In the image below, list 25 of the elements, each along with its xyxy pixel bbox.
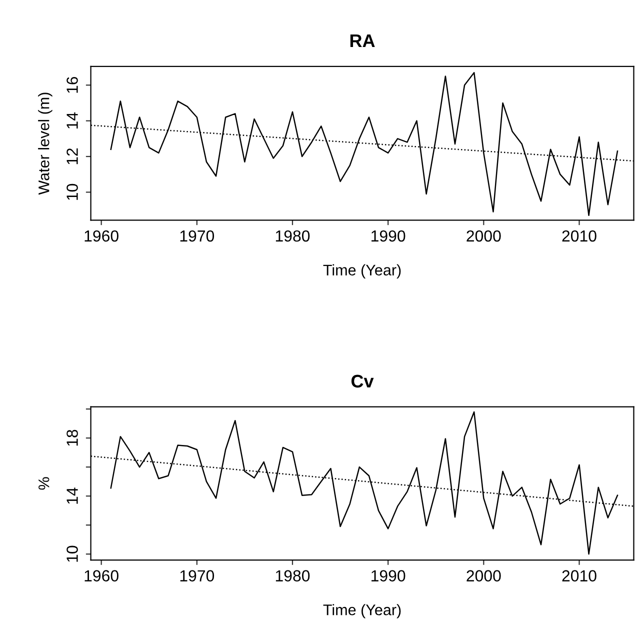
x-tick-label: 1990 (372, 570, 406, 582)
chart-title: RA (350, 34, 375, 47)
x-tick-label: 1980 (276, 570, 310, 582)
x-tick-label: 2010 (562, 570, 596, 582)
y-tick-label: 18 (66, 430, 78, 446)
y-axis-title: Water level (m) (38, 92, 52, 195)
y-tick-label: 10 (66, 546, 78, 562)
y-axis-title: % (38, 477, 50, 490)
y-tick-label: 14 (66, 488, 78, 504)
x-tick-label: 1960 (84, 230, 118, 242)
y-tick-label: 10 (66, 184, 78, 200)
x-tick-label: 1990 (372, 230, 406, 242)
y-tick-label: 16 (66, 76, 78, 93)
x-axis-title: Time (Year) (323, 604, 401, 618)
chart-title: Cv (351, 374, 374, 388)
x-tick-label: 2010 (562, 230, 596, 242)
x-tick-label: 1970 (180, 230, 214, 242)
y-tick-label: 12 (66, 148, 78, 164)
y-tick-label: 14 (66, 112, 78, 128)
x-axis-title: Time (Year) (323, 264, 401, 278)
x-tick-label: 1980 (276, 230, 310, 242)
x-tick-label: 1970 (180, 570, 214, 582)
x-tick-label: 2000 (466, 230, 501, 242)
x-tick-label: 2000 (466, 570, 501, 582)
x-tick-label: 1960 (84, 570, 118, 582)
